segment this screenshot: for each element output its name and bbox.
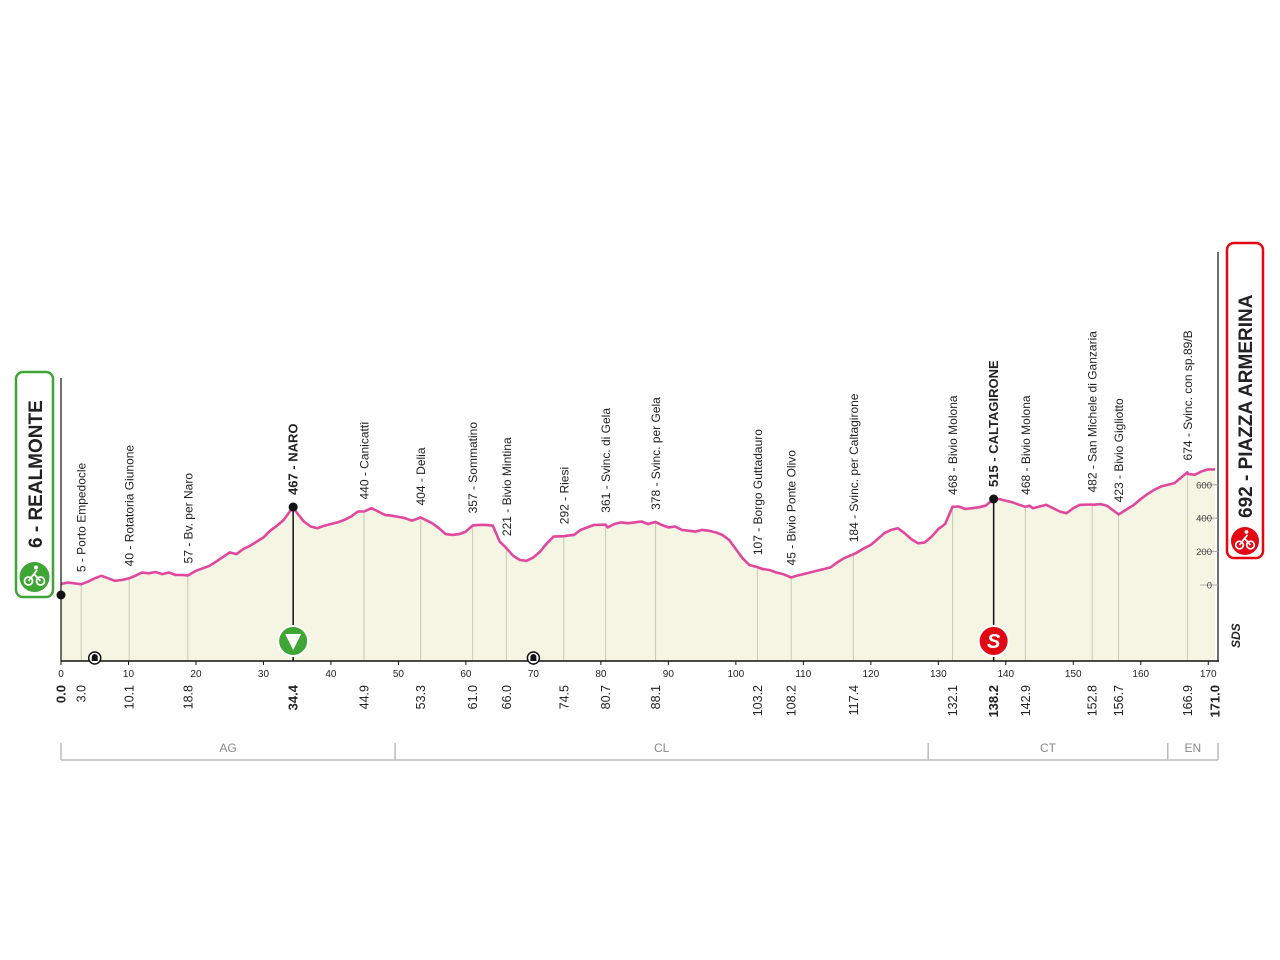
waypoint-km-label: 132.1 [946,685,960,716]
alt-tick-label: 0 [1207,581,1212,592]
waypoint-km-label: 142.9 [1019,685,1033,716]
alt-tick-label: 200 [1196,547,1212,558]
waypoint-label: 423 - Bivio Gigliotto [1112,398,1126,502]
finish-badge: 692 - PIAZZA ARMERINA [1225,241,1265,560]
x-tick-label: 60 [460,669,472,680]
waypoint-km-label: 117.4 [847,685,861,715]
waypoint-km-label: 138.2 [986,685,1001,718]
waypoint-label: 468 - Bivio Molona [1019,395,1033,495]
tunnel-glyph [91,654,98,661]
province-label: AG [219,741,236,755]
profile-area [61,469,1215,661]
waypoint-label: 5 - Porto Empedocle [75,462,89,572]
brand-logo: SDS [1229,623,1243,648]
triangle-down-icon [285,634,302,650]
waypoint-label: 361 - Svinc. di Gela [599,408,613,513]
x-tick-label: 140 [997,669,1014,680]
waypoint-km-label: 61.0 [466,685,480,709]
start-km-label: 0.0 [54,685,69,703]
finish-km-label: 171.0 [1208,685,1223,718]
x-tick-label: 50 [393,669,405,680]
finish-label: 692 - PIAZZA ARMERINA [1236,294,1257,518]
x-tick-label: 30 [258,669,270,680]
waypoint-label: 378 - Svinc. per Gela [649,397,663,510]
waypoint-label: 57 - Bv. per Naro [181,473,195,564]
waypoint-dot [989,494,999,504]
x-tick-label: 110 [795,669,811,680]
waypoint-km-label: 103.2 [751,685,765,716]
waypoint-km-label: 44.9 [358,685,372,709]
x-tick-label: 170 [1200,669,1217,680]
sprint-letter: S [987,631,1001,653]
waypoint-km-label: 156.7 [1112,685,1126,716]
x-tick-label: 0 [58,669,64,680]
waypoint-label: 292 - Riesi [557,467,571,524]
waypoint-label: 467 - NARO [286,423,301,495]
waypoint-label: 468 - Bivio Molona [946,395,960,495]
profile-line-layer [60,468,1215,586]
province-label: CL [654,741,670,755]
sprint-icon [977,625,1010,657]
x-tick-label: 40 [325,669,337,680]
start-dot [56,590,66,600]
x-tick-label: 20 [190,669,202,680]
waypoint-guides-layer [80,472,1188,661]
waypoint-label: 674 - Svinc. con sp.89/B [1181,330,1195,460]
profile-line [60,468,1215,586]
waypoint-labels-layer: 5 - Porto Empedocle 3.0 40 - Rotatoria Giu… [54,330,1223,717]
x-tick-label: 150 [1065,669,1082,680]
waypoint-label: 482 - San Michele di Ganzaria [1086,331,1100,493]
waypoint-km-label: 53.3 [414,685,428,709]
waypoint-km-label: 88.1 [649,685,663,709]
waypoint-km-label: 66.0 [500,685,514,709]
waypoint-label: 440 - Canicattì [358,421,372,499]
profile-area-layer [61,469,1215,661]
markers-layer: S [56,494,1010,665]
alt-tick-label: 400 [1196,514,1212,525]
start-label: 6 - REALMONTE [26,400,47,548]
waypoint-dot [288,502,298,512]
waypoint-km-label: 80.7 [599,685,613,709]
waypoint-km-label: 3.0 [75,685,89,702]
waypoint-label: 515 - CALTAGIRONE [986,360,1001,487]
waypoint-km-label: 152.8 [1086,685,1100,716]
waypoint-label: 107 - Borgo Guttadauro [751,429,765,555]
waypoint-label: 40 - Rotatoria Giunone [123,445,137,567]
x-tick-label: 120 [862,669,879,680]
x-tick-label: 90 [663,669,675,680]
waypoint-label: 221 - Bivio Mintina [500,437,514,536]
start-badge: 6 - REALMONTE [14,370,55,599]
x-tick-label: 130 [930,669,947,680]
x-axis: 0 10 20 30 40 50 60 70 80 90 100 110 120 130 140 150 160… [58,252,1219,680]
province-label: EN [1185,741,1202,755]
waypoint-label: 184 - Svinc. per Caltagirone [847,393,861,542]
x-tick-label: 70 [528,669,540,680]
province-label: CT [1040,741,1057,755]
x-tick-label: 160 [1132,669,1149,680]
x-tick-label: 10 [123,669,135,680]
waypoint-km-label: 34.4 [286,684,301,710]
waypoint-label: 357 - Sommatino [466,422,480,514]
waypoint-km-label: 10.1 [123,685,137,709]
waypoint-label: 404 - Delia [414,447,428,505]
waypoint-label: 45 - Bivio Ponte Olivo [785,450,799,566]
x-tick-label: 100 [728,669,745,680]
alt-tick-label: 600 [1196,480,1212,491]
waypoint-km-label: 108.2 [785,685,799,716]
altitude-scale: 0 200 400 600 [1196,480,1218,592]
waypoint-km-label: 18.8 [181,685,195,709]
x-tick-label: 80 [595,669,607,680]
tunnel-glyph [530,654,537,661]
waypoint-km-label: 166.9 [1181,685,1195,716]
waypoint-km-label: 74.5 [557,685,571,709]
province-strip: AG CL CT EN [60,741,1219,761]
